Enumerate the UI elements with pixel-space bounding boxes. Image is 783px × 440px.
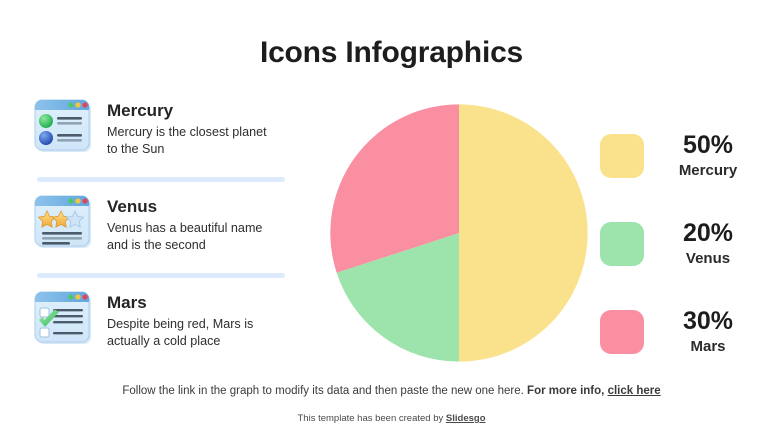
legend-label: Mercury bbox=[678, 161, 738, 179]
legend-label: Venus bbox=[685, 249, 731, 267]
footer-note-link[interactable]: click here bbox=[607, 385, 661, 397]
divider bbox=[37, 177, 285, 182]
pie-slice-venus[interactable] bbox=[336, 233, 459, 362]
feature-list: Mercury Mercury is the closest planet to… bbox=[33, 96, 293, 366]
legend-color-swatch bbox=[600, 222, 644, 266]
feature-title: Venus bbox=[107, 197, 158, 216]
list-item[interactable]: Venus Venus has a beautiful name and is … bbox=[33, 192, 293, 270]
divider bbox=[37, 273, 285, 278]
feature-text: Mars Despite being red, Mars is actually… bbox=[107, 288, 279, 349]
page-title: Icons Infographics bbox=[259, 36, 524, 69]
window-checklist-icon bbox=[33, 288, 95, 350]
footer-note-bold: For more info, bbox=[527, 385, 605, 397]
slidesgo-link[interactable]: Slidesgo bbox=[445, 413, 486, 424]
legend-text: 50% Mercury bbox=[660, 131, 760, 182]
legend-item-mercury[interactable]: 50% Mercury bbox=[600, 112, 760, 200]
list-item[interactable]: Mercury Mercury is the closest planet to… bbox=[33, 96, 293, 174]
legend-percent: 30% bbox=[682, 306, 734, 335]
feature-title: Mars bbox=[107, 293, 147, 312]
pie-chart[interactable] bbox=[325, 99, 593, 367]
footer-note: Follow the link in the graph to modify i… bbox=[0, 385, 783, 397]
feature-description: Venus has a beautiful name and is the se… bbox=[107, 221, 263, 252]
legend-percent: 20% bbox=[682, 218, 734, 247]
legend-text: 30% Mars bbox=[660, 307, 760, 358]
legend-percent: 50% bbox=[682, 130, 734, 159]
legend-label: Mars bbox=[690, 337, 726, 355]
feature-description: Mercury is the closest planet to the Sun bbox=[107, 125, 267, 156]
feature-text: Venus Venus has a beautiful name and is … bbox=[107, 192, 279, 253]
legend-text: 20% Venus bbox=[660, 219, 760, 270]
window-stars-icon bbox=[33, 192, 95, 254]
feature-description: Despite being red, Mars is actually a co… bbox=[107, 317, 254, 348]
legend-item-mars[interactable]: 30% Mars bbox=[600, 288, 760, 376]
legend-color-swatch bbox=[600, 134, 644, 178]
pie-slice-mercury[interactable] bbox=[459, 104, 588, 362]
footer-note-text: Follow the link in the graph to modify i… bbox=[122, 385, 524, 397]
pie-slice-mars[interactable] bbox=[330, 104, 459, 273]
legend-item-venus[interactable]: 20% Venus bbox=[600, 200, 760, 288]
legend-color-swatch bbox=[600, 310, 644, 354]
feature-text: Mercury Mercury is the closest planet to… bbox=[107, 96, 279, 157]
chart-legend: 50% Mercury 20% Venus 30% Mars bbox=[600, 112, 760, 376]
footer-credit: This template has been created by Slides… bbox=[0, 413, 783, 424]
window-list-icon bbox=[33, 96, 95, 158]
feature-title: Mercury bbox=[107, 101, 174, 120]
footer-credit-text: This template has been created by bbox=[297, 413, 444, 424]
list-item[interactable]: Mars Despite being red, Mars is actually… bbox=[33, 288, 293, 366]
